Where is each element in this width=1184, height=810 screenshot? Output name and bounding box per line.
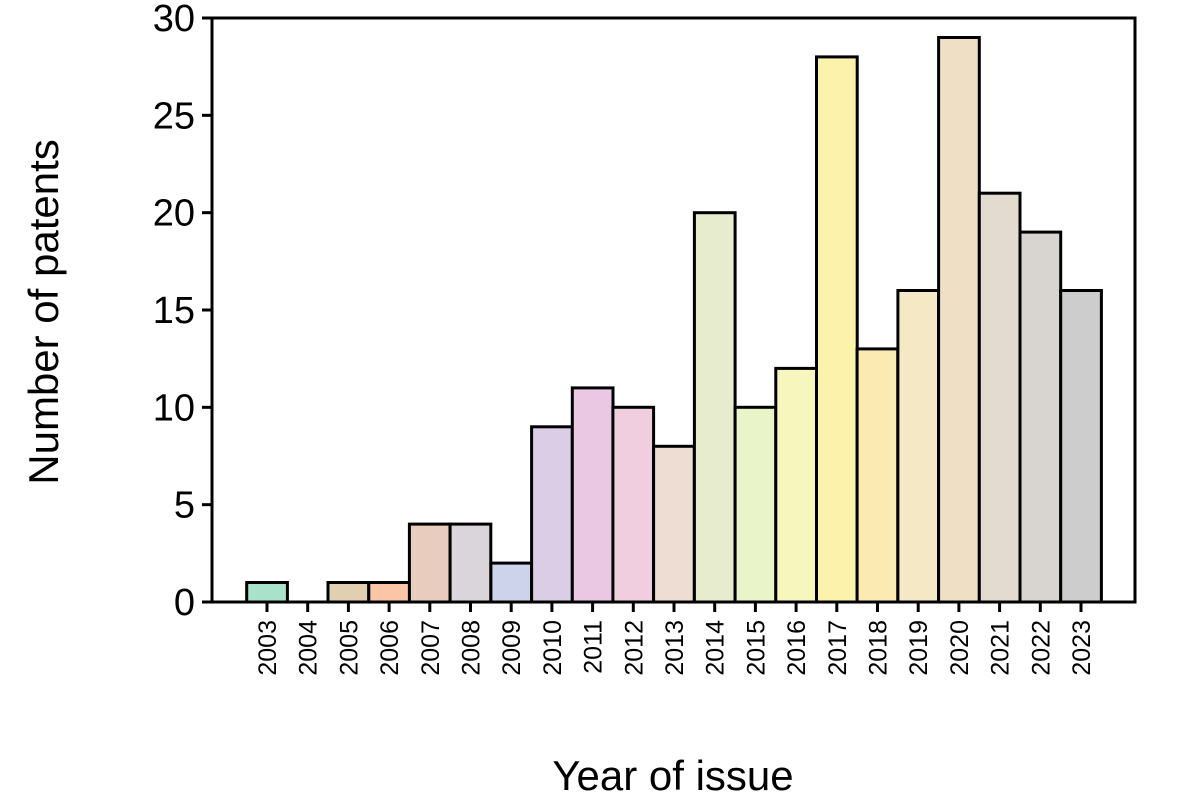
bar-2010 xyxy=(530,425,574,604)
x-tick-label-2008: 2008 xyxy=(458,620,486,676)
bar-2005 xyxy=(326,581,371,604)
y-axis: 0 5 10 15 20 25 30 xyxy=(153,0,212,624)
x-tick-label-2020: 2020 xyxy=(946,620,974,676)
x-tick-label-2013: 2013 xyxy=(661,620,689,676)
y-axis-title: Number of patents xyxy=(20,139,67,485)
bar-2022 xyxy=(1018,230,1063,604)
bar-2011 xyxy=(570,386,615,604)
x-tick-label-2016: 2016 xyxy=(783,620,811,676)
x-tick-label-2022: 2022 xyxy=(1027,620,1055,676)
y-tick-label-20: 20 xyxy=(153,193,195,235)
bar-2006 xyxy=(367,581,411,604)
x-tick-label-2021: 2021 xyxy=(987,620,1015,676)
bar-2013 xyxy=(652,444,696,604)
x-tick-label-2003: 2003 xyxy=(254,620,282,676)
x-tick-label-2004: 2004 xyxy=(295,620,323,676)
x-tick-label-2005: 2005 xyxy=(335,620,363,676)
bar-2023 xyxy=(1059,289,1103,604)
bars-group xyxy=(245,36,1103,604)
x-tick-label-2012: 2012 xyxy=(620,620,648,676)
x-tick-label-2011: 2011 xyxy=(580,620,608,674)
y-tick-label-5: 5 xyxy=(174,485,195,527)
bar-2012 xyxy=(611,405,656,604)
y-tick-label-25: 25 xyxy=(153,95,195,137)
bar-2019 xyxy=(896,289,941,604)
y-tick-label-0: 0 xyxy=(174,582,195,624)
bar-2017 xyxy=(815,55,859,604)
x-tick-label-2023: 2023 xyxy=(1068,620,1096,676)
bar-2009 xyxy=(489,561,534,604)
x-axis: 2003 2004 2005 2006 2007 2008 2009 2010 2011 2012… xyxy=(254,602,1096,676)
bar-2007 xyxy=(407,522,452,604)
bar-2015 xyxy=(733,405,778,604)
x-tick-label-2019: 2019 xyxy=(905,620,933,676)
bar-2018 xyxy=(855,347,900,604)
bar-2014 xyxy=(692,211,737,604)
y-tick-label-10: 10 xyxy=(153,387,195,429)
x-tick-label-2018: 2018 xyxy=(865,620,893,676)
x-tick-label-2015: 2015 xyxy=(742,620,770,676)
bar-2021 xyxy=(977,191,1022,604)
y-tick-label-15: 15 xyxy=(153,290,195,332)
x-tick-label-2006: 2006 xyxy=(376,620,404,676)
x-tick-label-2014: 2014 xyxy=(702,620,730,676)
x-axis-title: Year of issue xyxy=(552,752,793,799)
bar-2003 xyxy=(245,581,289,604)
bar-2020 xyxy=(937,36,981,604)
bar-2008 xyxy=(448,522,493,604)
bar-2016 xyxy=(774,366,818,604)
x-tick-label-2007: 2007 xyxy=(417,620,445,676)
x-tick-label-2017: 2017 xyxy=(824,620,852,676)
x-tick-label-2009: 2009 xyxy=(498,620,526,676)
y-tick-label-30: 30 xyxy=(153,0,195,40)
x-tick-label-2010: 2010 xyxy=(539,620,567,676)
